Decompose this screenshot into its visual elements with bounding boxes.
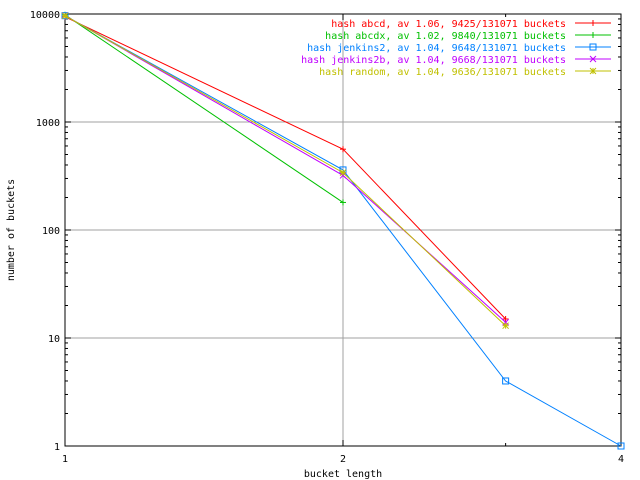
legend-label: hash abcdx, av 1.02, 9840/131071 buckets	[325, 31, 566, 42]
legend-label: hash jenkins2b, av 1.04, 9668/131071 buc…	[301, 55, 566, 66]
ticks: 1 10 100 1000 10000 1 2 4	[30, 10, 624, 465]
marker-square	[589, 43, 597, 51]
y-tick-label: 1	[54, 442, 60, 453]
marker-stroke	[61, 12, 69, 20]
series-layer	[61, 11, 625, 450]
data-point	[502, 322, 509, 330]
x-tick-label: 2	[340, 454, 346, 465]
legend-label: hash jenkins2, av 1.04, 9648/131071 buck…	[307, 43, 566, 54]
legend-marker	[589, 43, 597, 51]
legend-marker	[590, 20, 596, 26]
legend-label: hash abcd, av 1.06, 9425/131071 buckets	[331, 19, 566, 30]
data-point	[340, 199, 346, 206]
legend-marker	[590, 32, 596, 38]
grid	[65, 14, 621, 446]
y-tick-label: 10000	[30, 10, 60, 21]
legend: hash abcd, av 1.06, 9425/131071 bucketsh…	[301, 19, 611, 78]
data-point	[617, 442, 625, 450]
marker-square	[502, 377, 510, 385]
y-tick-label: 1000	[36, 118, 60, 129]
marker-stroke	[339, 169, 347, 176]
x-axis-label: bucket length	[304, 469, 382, 480]
series-4	[61, 12, 509, 330]
series-line	[64, 15, 622, 447]
marker-stroke	[589, 55, 597, 63]
legend-label: hash random, av 1.04, 9636/131071 bucket…	[319, 67, 566, 78]
series-line	[64, 14, 344, 203]
legend-marker	[589, 55, 597, 63]
y-tick-label: 100	[42, 226, 60, 237]
data-point	[502, 377, 510, 385]
marker-square	[617, 442, 625, 450]
marker-stroke	[502, 322, 509, 330]
x-tick-label: 4	[618, 454, 624, 465]
data-point	[502, 315, 509, 322]
data-point	[61, 12, 69, 20]
data-point	[340, 146, 346, 153]
legend-marker	[589, 67, 597, 75]
data-point	[339, 169, 347, 176]
y-axis-label: number of buckets	[6, 179, 17, 281]
y-tick-label: 10	[48, 334, 60, 345]
x-tick-label: 1	[62, 454, 68, 465]
marker-stroke	[589, 67, 597, 75]
